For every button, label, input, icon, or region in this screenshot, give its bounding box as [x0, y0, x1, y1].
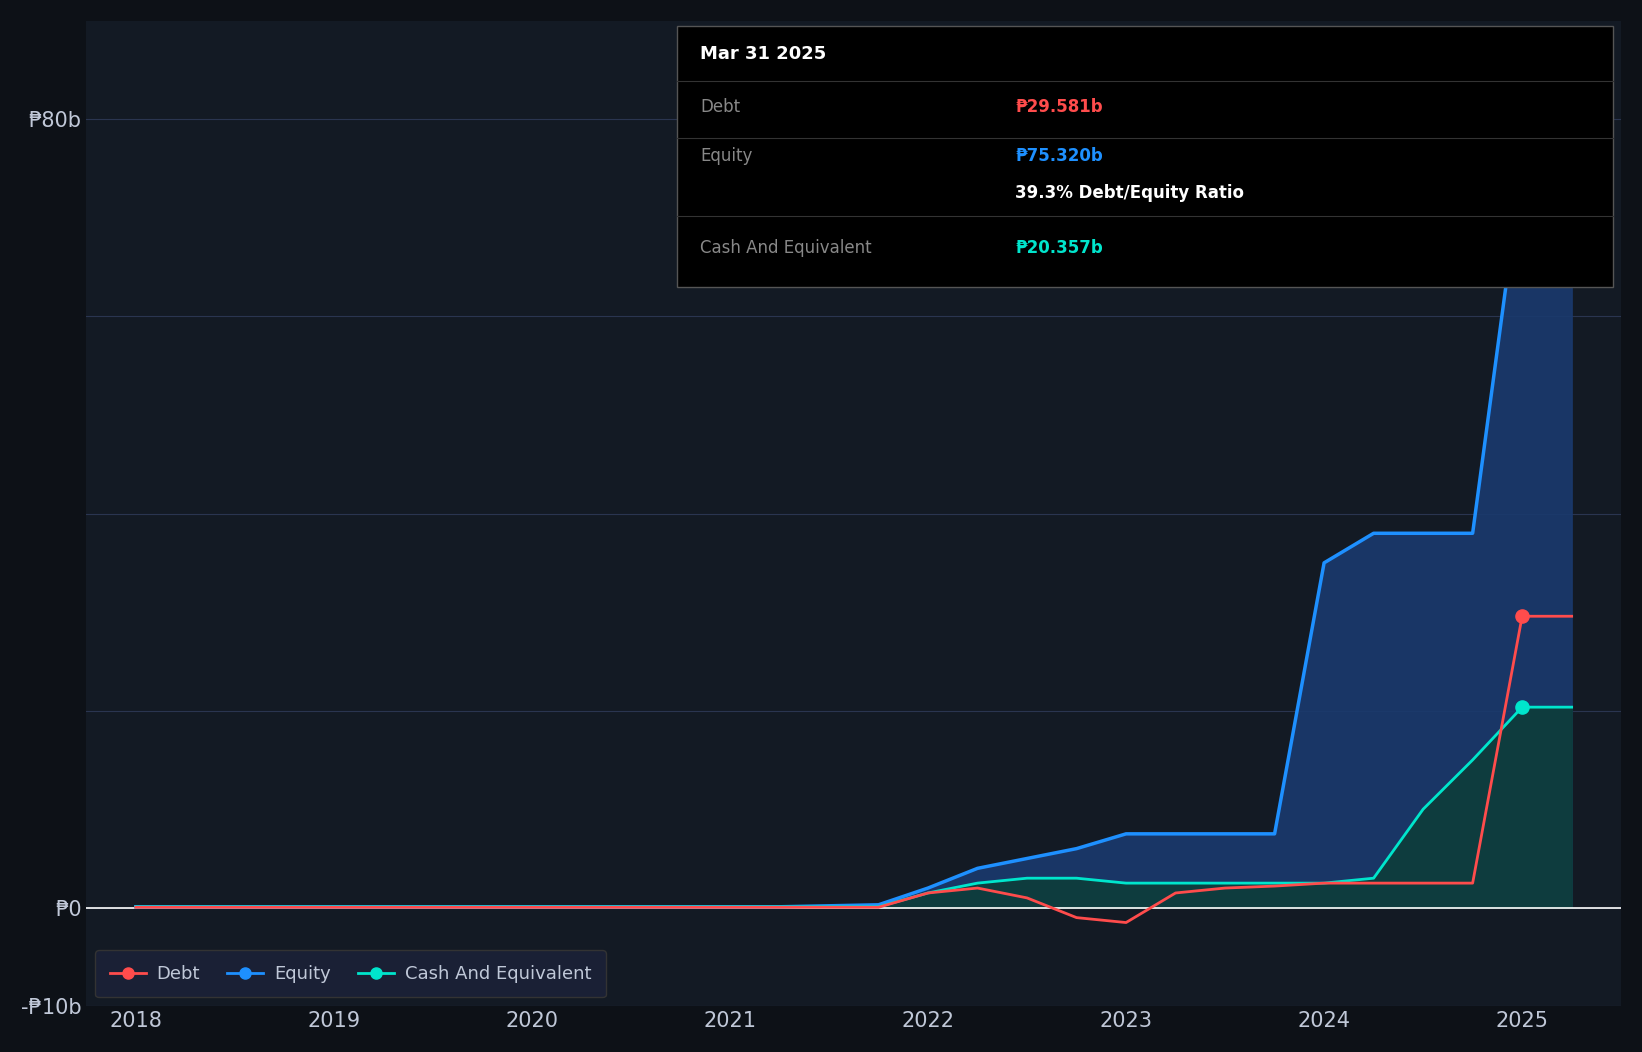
- Text: 39.3% Debt/Equity Ratio: 39.3% Debt/Equity Ratio: [1015, 184, 1245, 202]
- Text: Debt: Debt: [699, 98, 741, 116]
- Text: Equity: Equity: [699, 147, 752, 165]
- Point: [1509, 699, 1535, 715]
- Point: [1509, 608, 1535, 625]
- Point: [1509, 157, 1535, 174]
- FancyBboxPatch shape: [677, 25, 1614, 287]
- Text: Mar 31 2025: Mar 31 2025: [699, 45, 826, 63]
- Legend: Debt, Equity, Cash And Equivalent: Debt, Equity, Cash And Equivalent: [95, 950, 606, 997]
- Text: ₱29.581b: ₱29.581b: [1015, 98, 1102, 116]
- Text: ₱75.320b: ₱75.320b: [1015, 147, 1103, 165]
- Text: Cash And Equivalent: Cash And Equivalent: [699, 239, 872, 257]
- Text: ₱20.357b: ₱20.357b: [1015, 239, 1103, 257]
